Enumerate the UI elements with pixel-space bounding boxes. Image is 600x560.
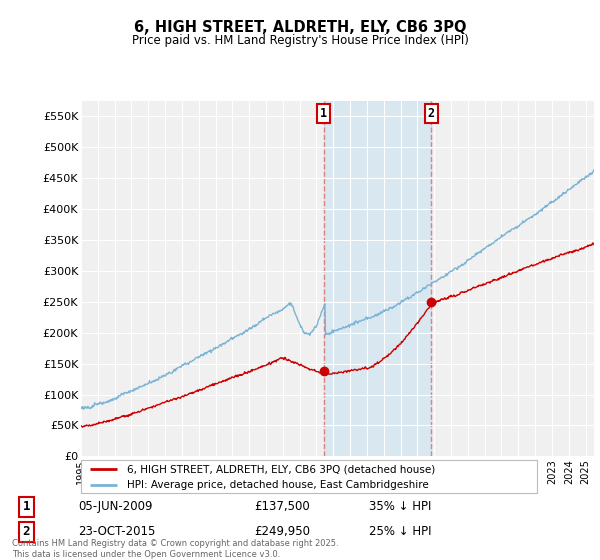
Text: HPI: Average price, detached house, East Cambridgeshire: HPI: Average price, detached house, East… (127, 480, 428, 489)
Text: 6, HIGH STREET, ALDRETH, ELY, CB6 3PQ: 6, HIGH STREET, ALDRETH, ELY, CB6 3PQ (134, 20, 466, 35)
Text: 35% ↓ HPI: 35% ↓ HPI (369, 500, 431, 513)
Text: 1: 1 (23, 500, 30, 513)
Text: 23-OCT-2015: 23-OCT-2015 (78, 525, 155, 538)
Text: 2: 2 (427, 107, 434, 120)
Bar (324, 101, 431, 456)
Text: £249,950: £249,950 (254, 525, 310, 538)
Text: 1: 1 (320, 107, 327, 120)
FancyBboxPatch shape (81, 460, 537, 493)
Text: Price paid vs. HM Land Registry's House Price Index (HPI): Price paid vs. HM Land Registry's House … (131, 34, 469, 46)
Text: Contains HM Land Registry data © Crown copyright and database right 2025.
This d: Contains HM Land Registry data © Crown c… (12, 539, 338, 559)
Text: 2: 2 (23, 525, 30, 538)
Text: £137,500: £137,500 (254, 500, 310, 513)
Text: 6, HIGH STREET, ALDRETH, ELY, CB6 3PQ (detached house): 6, HIGH STREET, ALDRETH, ELY, CB6 3PQ (d… (127, 464, 435, 474)
Text: 05-JUN-2009: 05-JUN-2009 (78, 500, 153, 513)
Text: 25% ↓ HPI: 25% ↓ HPI (369, 525, 431, 538)
